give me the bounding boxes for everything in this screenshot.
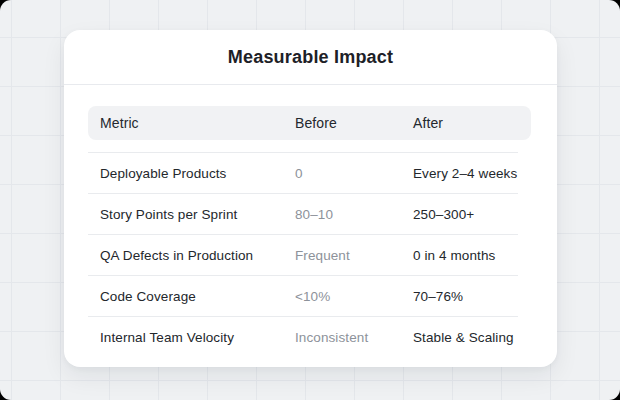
metric-name: QA Defects in Production (100, 248, 295, 263)
table-row: Internal Team Velocity Inconsistent Stab… (88, 316, 518, 357)
table-header-row: Metric Before After (88, 106, 531, 140)
impact-card: Measurable Impact Metric Before After De… (64, 30, 557, 367)
screen-background: Measurable Impact Metric Before After De… (0, 0, 620, 400)
table-row: Deployable Products 0 Every 2–4 weeks (88, 152, 518, 193)
after-value: Stable & Scaling (413, 330, 518, 345)
before-value: 80–10 (295, 207, 413, 222)
table-row: Story Points per Sprint 80–10 250–300+ (88, 193, 518, 234)
after-value: 250–300+ (413, 207, 518, 222)
metric-name: Code Coverage (100, 289, 295, 304)
column-header-before: Before (295, 115, 413, 131)
column-header-after: After (413, 115, 531, 131)
after-value: Every 2–4 weeks (413, 166, 518, 181)
before-value: Inconsistent (295, 330, 413, 345)
table-row: QA Defects in Production Frequent 0 in 4… (88, 234, 518, 275)
after-value: 70–76% (413, 289, 518, 304)
column-header-metric: Metric (100, 115, 295, 131)
table-row: Code Coverage <10% 70–76% (88, 275, 518, 316)
before-value: 0 (295, 166, 413, 181)
card-header: Measurable Impact (64, 30, 557, 85)
after-value: 0 in 4 months (413, 248, 518, 263)
card-title: Measurable Impact (228, 47, 393, 68)
table-body: Deployable Products 0 Every 2–4 weeks St… (88, 152, 518, 357)
before-value: <10% (295, 289, 413, 304)
before-value: Frequent (295, 248, 413, 263)
metric-name: Story Points per Sprint (100, 207, 295, 222)
metric-name: Deployable Products (100, 166, 295, 181)
metric-name: Internal Team Velocity (100, 330, 295, 345)
impact-table: Metric Before After Deployable Products … (64, 106, 557, 357)
